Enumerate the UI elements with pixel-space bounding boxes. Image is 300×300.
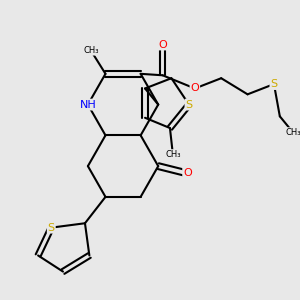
Text: O: O	[190, 83, 199, 94]
Text: S: S	[185, 100, 193, 110]
Text: S: S	[270, 79, 278, 89]
Text: NH: NH	[80, 100, 96, 110]
Text: CH₃: CH₃	[83, 46, 99, 55]
Text: O: O	[158, 40, 167, 50]
Text: S: S	[48, 223, 55, 232]
Text: CH₃: CH₃	[165, 150, 181, 159]
Text: O: O	[183, 168, 192, 178]
Text: CH₃: CH₃	[285, 128, 300, 137]
